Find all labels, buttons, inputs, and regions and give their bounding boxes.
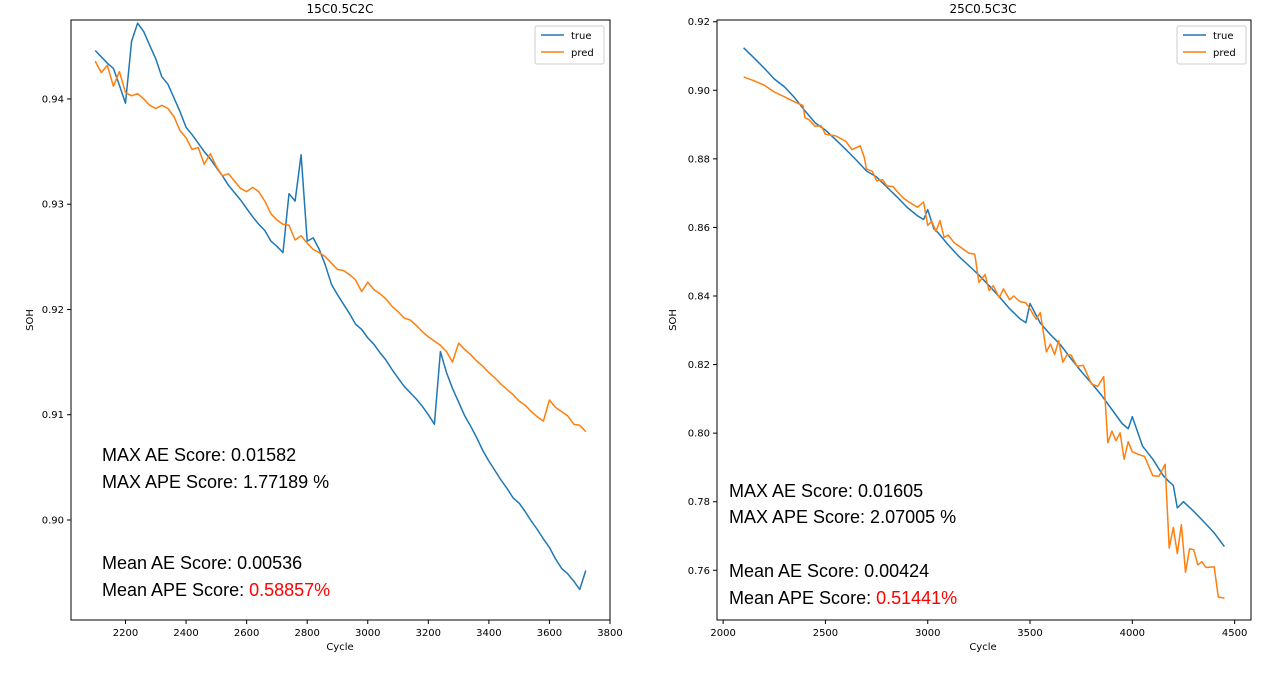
legend-true-label: true: [571, 31, 592, 42]
y-tick-label: 0.84: [688, 292, 710, 303]
chart-25c: 25C0.5C3C 2000 2500 3000 3500 4000 4500 0.760…: [668, 2, 1252, 653]
x-axis-label: Cycle: [326, 642, 353, 653]
x-tick-label: 4500: [1222, 628, 1247, 639]
legend-true-label: true: [1213, 31, 1234, 42]
x-tick-label: 3800: [597, 628, 622, 639]
mean-ape-label: Mean APE Score:: [729, 588, 876, 608]
x-tick-label: 3000: [355, 628, 380, 639]
y-axis-label: SOH: [668, 309, 679, 331]
x-tick-label: 3500: [1017, 628, 1042, 639]
max-ae-score: MAX AE Score: 0.01605: [729, 481, 923, 501]
plot-frame: [716, 19, 1252, 621]
y-ticks: 0.90 0.91 0.92 0.93 0.94: [42, 94, 71, 527]
y-tick-label: 0.80: [688, 429, 710, 440]
y-tick-label: 0.78: [688, 497, 710, 508]
mean-ae-score: Mean AE Score: 0.00536: [102, 553, 302, 573]
max-ape-score: MAX APE Score: 1.77189 %: [102, 472, 329, 492]
x-ticks: 2200 2400 2600 2800 3000 3200 3400 3600 3800: [113, 620, 623, 639]
y-tick-label: 0.90: [42, 516, 64, 527]
score-annotations: MAX AE Score: 0.01582 MAX APE Score: 1.7…: [102, 445, 330, 600]
x-tick-label: 3600: [537, 628, 562, 639]
x-tick-label: 2500: [813, 628, 838, 639]
mean-ae-score: Mean AE Score: 0.00424: [729, 561, 929, 581]
mean-ape-score: Mean APE Score: 0.58857%: [102, 580, 330, 600]
series-lines: [94, 22, 587, 591]
series-line-true: [743, 47, 1226, 548]
legend: true pred: [534, 25, 605, 65]
y-tick-label: 0.93: [42, 200, 64, 211]
x-tick-label: 4000: [1120, 628, 1145, 639]
chart-title: 15C0.5C2C: [306, 2, 373, 16]
chart-title: 25C0.5C3C: [949, 2, 1016, 16]
y-tick-label: 0.90: [688, 86, 710, 97]
y-tick-label: 0.92: [688, 17, 710, 28]
x-tick-label: 3400: [476, 628, 501, 639]
y-tick-label: 0.76: [688, 566, 710, 577]
x-tick-label: 2400: [173, 628, 198, 639]
x-ticks: 2000 2500 3000 3500 4000 4500: [710, 620, 1247, 639]
mean-ape-value: 0.58857%: [249, 580, 330, 600]
plot-frame: [70, 19, 611, 621]
mean-ape-value: 0.51441%: [876, 588, 957, 608]
x-tick-label: 2800: [294, 628, 319, 639]
y-tick-label: 0.86: [688, 223, 710, 234]
x-tick-label: 3200: [416, 628, 441, 639]
mean-ape-label: Mean APE Score:: [102, 580, 249, 600]
score-annotations: MAX AE Score: 0.01605 MAX APE Score: 2.0…: [729, 481, 957, 608]
y-tick-label: 0.82: [688, 360, 710, 371]
y-ticks: 0.76 0.78 0.80 0.82 0.84 0.86 0.88 0.90 0.92: [688, 17, 717, 577]
max-ape-score: MAX APE Score: 2.07005 %: [729, 507, 956, 527]
y-axis-label: SOH: [25, 309, 36, 331]
chart-15c: 15C0.5C2C 2200 2400 2600 2800 3000 3200 3400 36…: [25, 2, 623, 653]
legend-pred-label: pred: [1213, 48, 1236, 59]
series-line-pred: [94, 60, 587, 433]
x-axis-label: Cycle: [969, 642, 996, 653]
series-line-pred: [743, 76, 1225, 599]
x-tick-label: 2200: [113, 628, 138, 639]
y-tick-label: 0.92: [42, 305, 64, 316]
legend: true pred: [1176, 25, 1247, 65]
y-tick-label: 0.94: [42, 94, 64, 105]
mean-ape-score: Mean APE Score: 0.51441%: [729, 588, 957, 608]
series-lines: [743, 47, 1226, 599]
legend-pred-label: pred: [571, 48, 594, 59]
x-tick-label: 2000: [710, 628, 735, 639]
x-tick-label: 2600: [234, 628, 259, 639]
max-ae-score: MAX AE Score: 0.01582: [102, 445, 296, 465]
x-tick-label: 3000: [915, 628, 940, 639]
y-tick-label: 0.91: [42, 410, 64, 421]
series-line-true: [94, 22, 587, 591]
y-tick-label: 0.88: [688, 154, 710, 165]
